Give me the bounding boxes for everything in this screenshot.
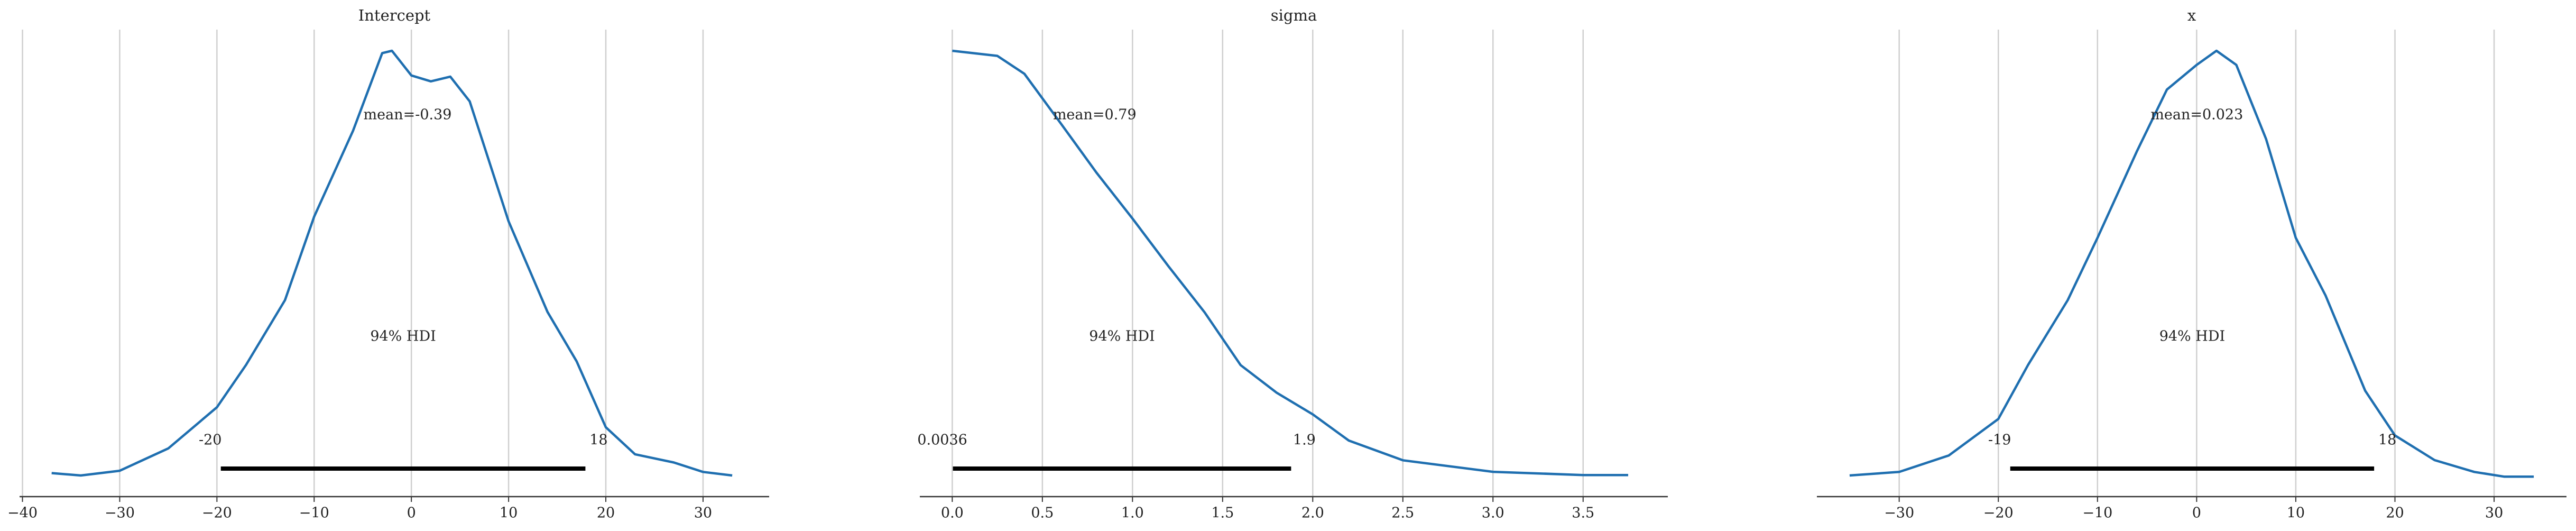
x-tick-label: 0.0 xyxy=(941,505,964,521)
hdi-bound-label: 0.0036 xyxy=(917,432,967,448)
panel: x −30 −20 −10 0 10 20 30 mean=0.023 94% HDI -19 18 xyxy=(1817,6,2566,521)
x-tick-label: 0.5 xyxy=(1031,505,1054,521)
mean-label: mean=-0.39 xyxy=(364,107,452,123)
hdi-bound-label: 18 xyxy=(589,432,607,448)
mean-label: mean=0.023 xyxy=(2150,107,2243,123)
x-tick-label: 10 xyxy=(500,505,518,521)
hdi-bound-label: -19 xyxy=(1988,432,2011,448)
hdi-label: 94% HDI xyxy=(2159,328,2225,345)
panel-title: x xyxy=(2187,6,2196,24)
panel-title: sigma xyxy=(1271,6,1317,24)
hdi-bound-label: 18 xyxy=(2378,432,2396,448)
density-curve xyxy=(1849,49,2534,478)
x-tick-label: 1.5 xyxy=(1211,505,1234,521)
x-tick-label: −30 xyxy=(105,505,135,521)
hdi-bound-label: 1.9 xyxy=(1293,432,1316,448)
x-tick-label: 20 xyxy=(597,505,615,521)
mean-label: mean=0.79 xyxy=(1053,107,1137,123)
x-tick-label: 30 xyxy=(694,505,712,521)
x-tick-label: 30 xyxy=(2485,505,2503,521)
hdi-bound-label: -20 xyxy=(199,432,221,448)
x-tick-label: 2.0 xyxy=(1301,505,1324,521)
panel: sigma 0.0 0.5 1.0 1.5 2.0 2.5 3.0 3.5 mean=0.79 94… xyxy=(917,6,1668,521)
density-curve xyxy=(952,49,1628,477)
x-tick-label: 3.0 xyxy=(1482,505,1504,521)
hdi-label: 94% HDI xyxy=(370,328,436,345)
x-tick-label: 10 xyxy=(2287,505,2305,521)
x-tick-label: −30 xyxy=(1884,505,1914,521)
x-tick-label: −20 xyxy=(202,505,232,521)
panel: Intercept −40 −30 −20 −10 0 10 20 30 mean=-0.39 94… xyxy=(7,6,769,521)
x-tick-label: 3.5 xyxy=(1572,505,1594,521)
x-tick-label: 1.0 xyxy=(1121,505,1144,521)
x-tick-label: 0 xyxy=(407,505,416,521)
x-tick-label: −40 xyxy=(7,505,38,521)
x-tick-label: 2.5 xyxy=(1391,505,1414,521)
x-tick-label: −10 xyxy=(2082,505,2112,521)
hdi-label: 94% HDI xyxy=(1089,328,1155,345)
x-tick-label: 20 xyxy=(2386,505,2404,521)
x-tick-label: −20 xyxy=(1983,505,2014,521)
panel-title: Intercept xyxy=(358,6,431,24)
x-tick-label: 0 xyxy=(2192,505,2201,521)
density-curve xyxy=(51,49,733,477)
x-tick-label: −10 xyxy=(299,505,329,521)
